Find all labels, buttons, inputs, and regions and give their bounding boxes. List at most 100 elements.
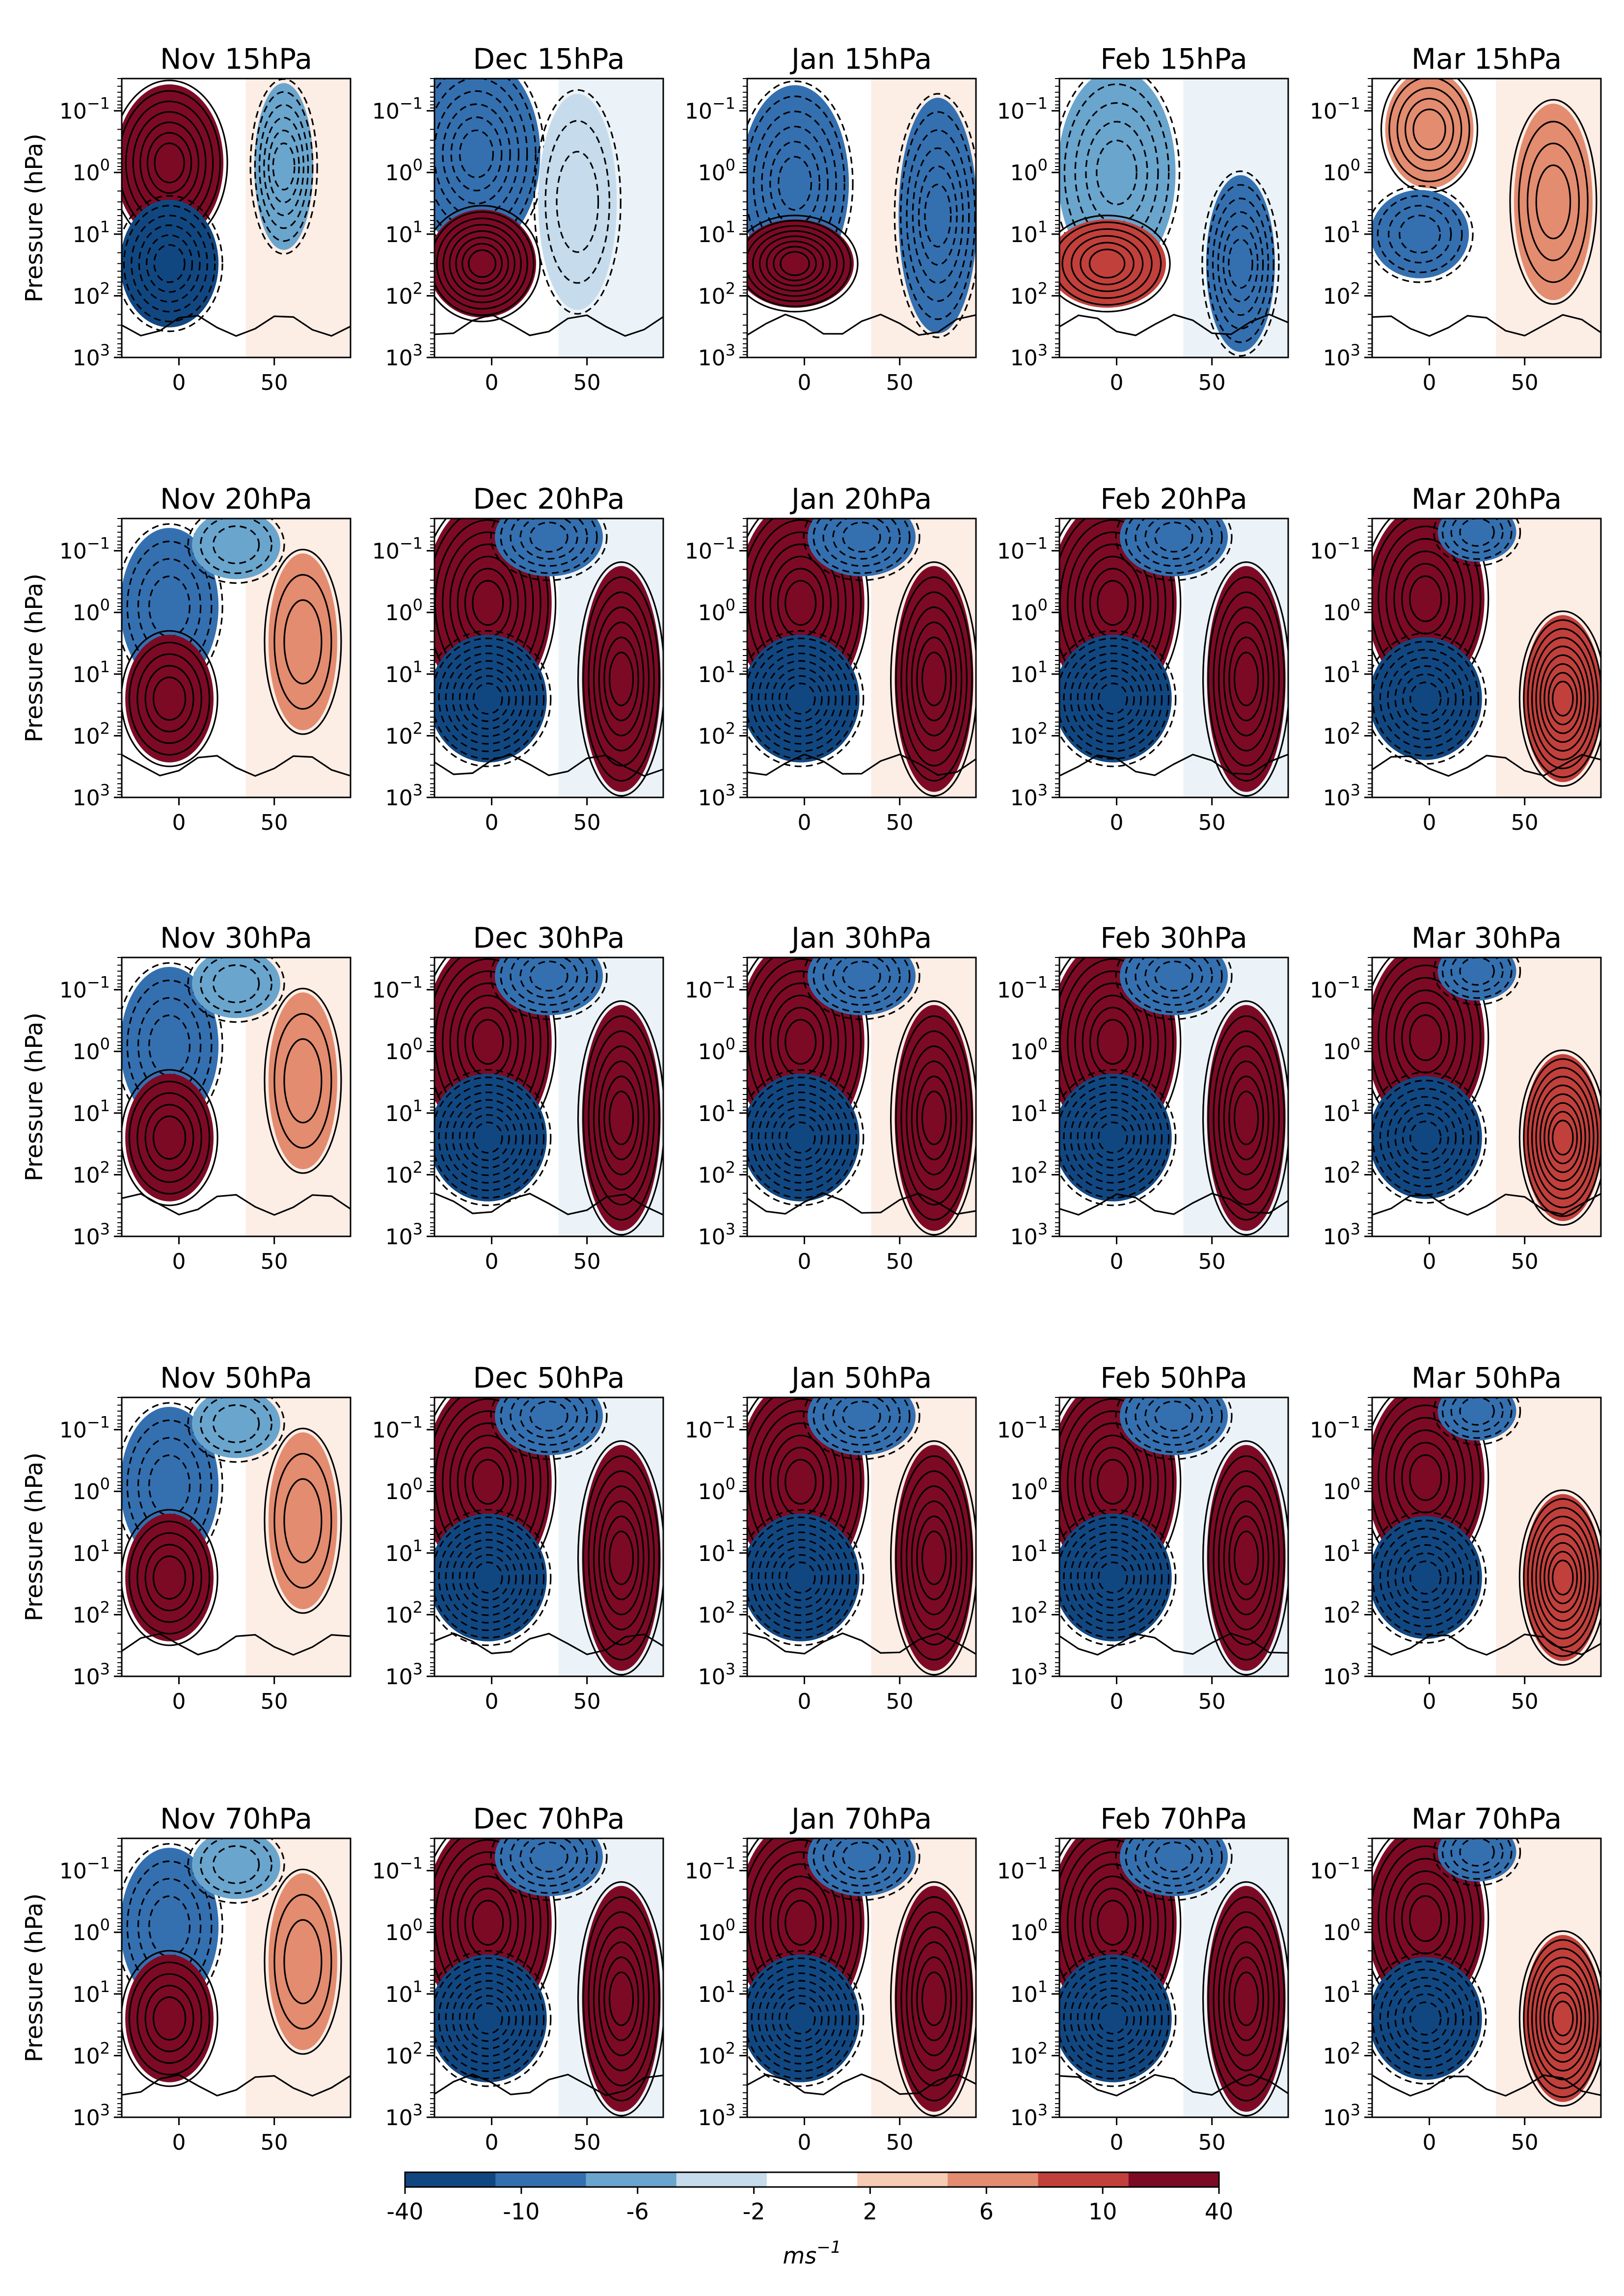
y-tick-label: 10−1 [372,973,423,1003]
contour-line [588,1030,655,1206]
contour-line [905,1926,963,2072]
contour-line [1059,2073,1288,2097]
contour-line [138,224,201,303]
x-tick-label: 50 [1511,1689,1539,1714]
contour-line [1372,185,1474,283]
panel: Jan 50hPa 10−1 100 101 102 103 0 50 [685,1361,977,1714]
contour-line [1396,87,1462,172]
panel-title: Jan 15hPa [790,42,932,76]
contour-line [1125,519,1223,574]
contour-line [434,205,541,323]
contour-line [434,630,552,767]
contour-line [890,561,976,797]
contour-line [1527,1066,1599,1208]
anomaly-region [1206,175,1275,352]
y-tick-label: 100 [385,596,423,626]
contour-line [459,1106,517,1169]
contour-line [895,576,973,782]
x-tick-label: 0 [1423,1689,1436,1714]
y-tick-label: 10−1 [372,1413,423,1443]
y-tick-label: 102 [1323,279,1360,309]
contour-line [1228,1515,1264,1601]
contour-line [438,645,538,752]
contour-line [500,1397,598,1453]
anomaly-region [268,992,337,1170]
anomaly-region [1059,219,1166,308]
contour-line [766,241,824,287]
contour-line [1535,1084,1591,1191]
contour-line [1531,636,1595,761]
anomaly-region [254,83,314,250]
contour-line [1059,1957,1170,2080]
contour-line [1097,2002,1128,2035]
contour-line [459,129,494,179]
y-tick-label: 10−1 [59,534,110,564]
anomaly-region [808,957,916,1015]
contour-line [1543,1542,1582,1613]
contour-line [1228,238,1253,289]
contour-line [747,1509,865,1646]
y-tick-label: 103 [1010,341,1048,371]
contour-line [593,1485,650,1631]
y-tick-label: 102 [73,719,110,749]
contour-line [758,653,843,745]
contour-line [582,1015,660,1221]
x-tick-label: 50 [261,1249,288,1274]
contour-line [778,1114,823,1161]
y-tick-label: 100 [73,1035,110,1065]
contour-line [1387,1536,1464,1619]
contour-line [1059,215,1171,313]
contour-line [1115,1838,1233,1901]
contour-line [911,621,957,737]
contour-line [751,1524,851,1631]
contour-line [122,1193,351,1216]
axes-frame [121,1396,352,1677]
contour-line [598,1941,645,2056]
panel-title: Nov 70hPa [160,1802,312,1835]
contour-line [1223,1060,1270,1175]
contour-line [1059,753,1288,777]
contour-line [434,79,528,231]
contour-line [747,637,858,760]
contour-line [812,957,911,1013]
x-tick-label: 50 [886,1249,914,1274]
contour-line [152,676,187,721]
y-tick-label: 103 [73,781,110,811]
y-tick-label: 102 [1010,1158,1048,1188]
contour-line [1212,197,1269,329]
contour-line [603,636,639,722]
contour-line [1547,672,1578,726]
y-tick-label: 10−1 [997,534,1048,564]
contour-line [438,1965,538,2072]
contour-line [1372,1633,1601,1656]
contour-line [608,1971,634,2026]
anomaly-field [1372,79,1601,357]
y-tick-label: 102 [1323,1598,1360,1628]
axes-frame [1371,1396,1602,1677]
colorbar-segment [766,2172,858,2187]
y-tick-label: 10−1 [59,1854,110,1884]
x-tick-label: 50 [261,1689,288,1714]
contour-line [1459,519,1495,547]
contour-line [916,1956,952,2042]
y-tick-label: 102 [73,1598,110,1628]
y-tick-label: 10−1 [372,1854,423,1884]
contour-line [273,1012,332,1149]
contour-line [895,1896,973,2102]
contour-line [747,2073,976,2096]
contour-line [1074,102,1159,243]
contour-line [519,519,578,560]
contour-line [918,165,958,266]
anomaly-region [582,1445,661,1671]
contour-line [187,1397,285,1463]
anomaly-region [747,219,854,308]
panel: Jan 20hPa 10−1 100 101 102 103 0 50 [685,482,977,835]
contour-line [842,1400,881,1432]
contour-line [1433,957,1521,1006]
anomaly-region [898,98,976,333]
contour-line [1223,1941,1270,2056]
contour-line [582,1896,660,2102]
y-tick-label: 100 [1323,1035,1360,1065]
y-tick-label: 103 [1010,2101,1048,2131]
contour-line [778,675,823,722]
